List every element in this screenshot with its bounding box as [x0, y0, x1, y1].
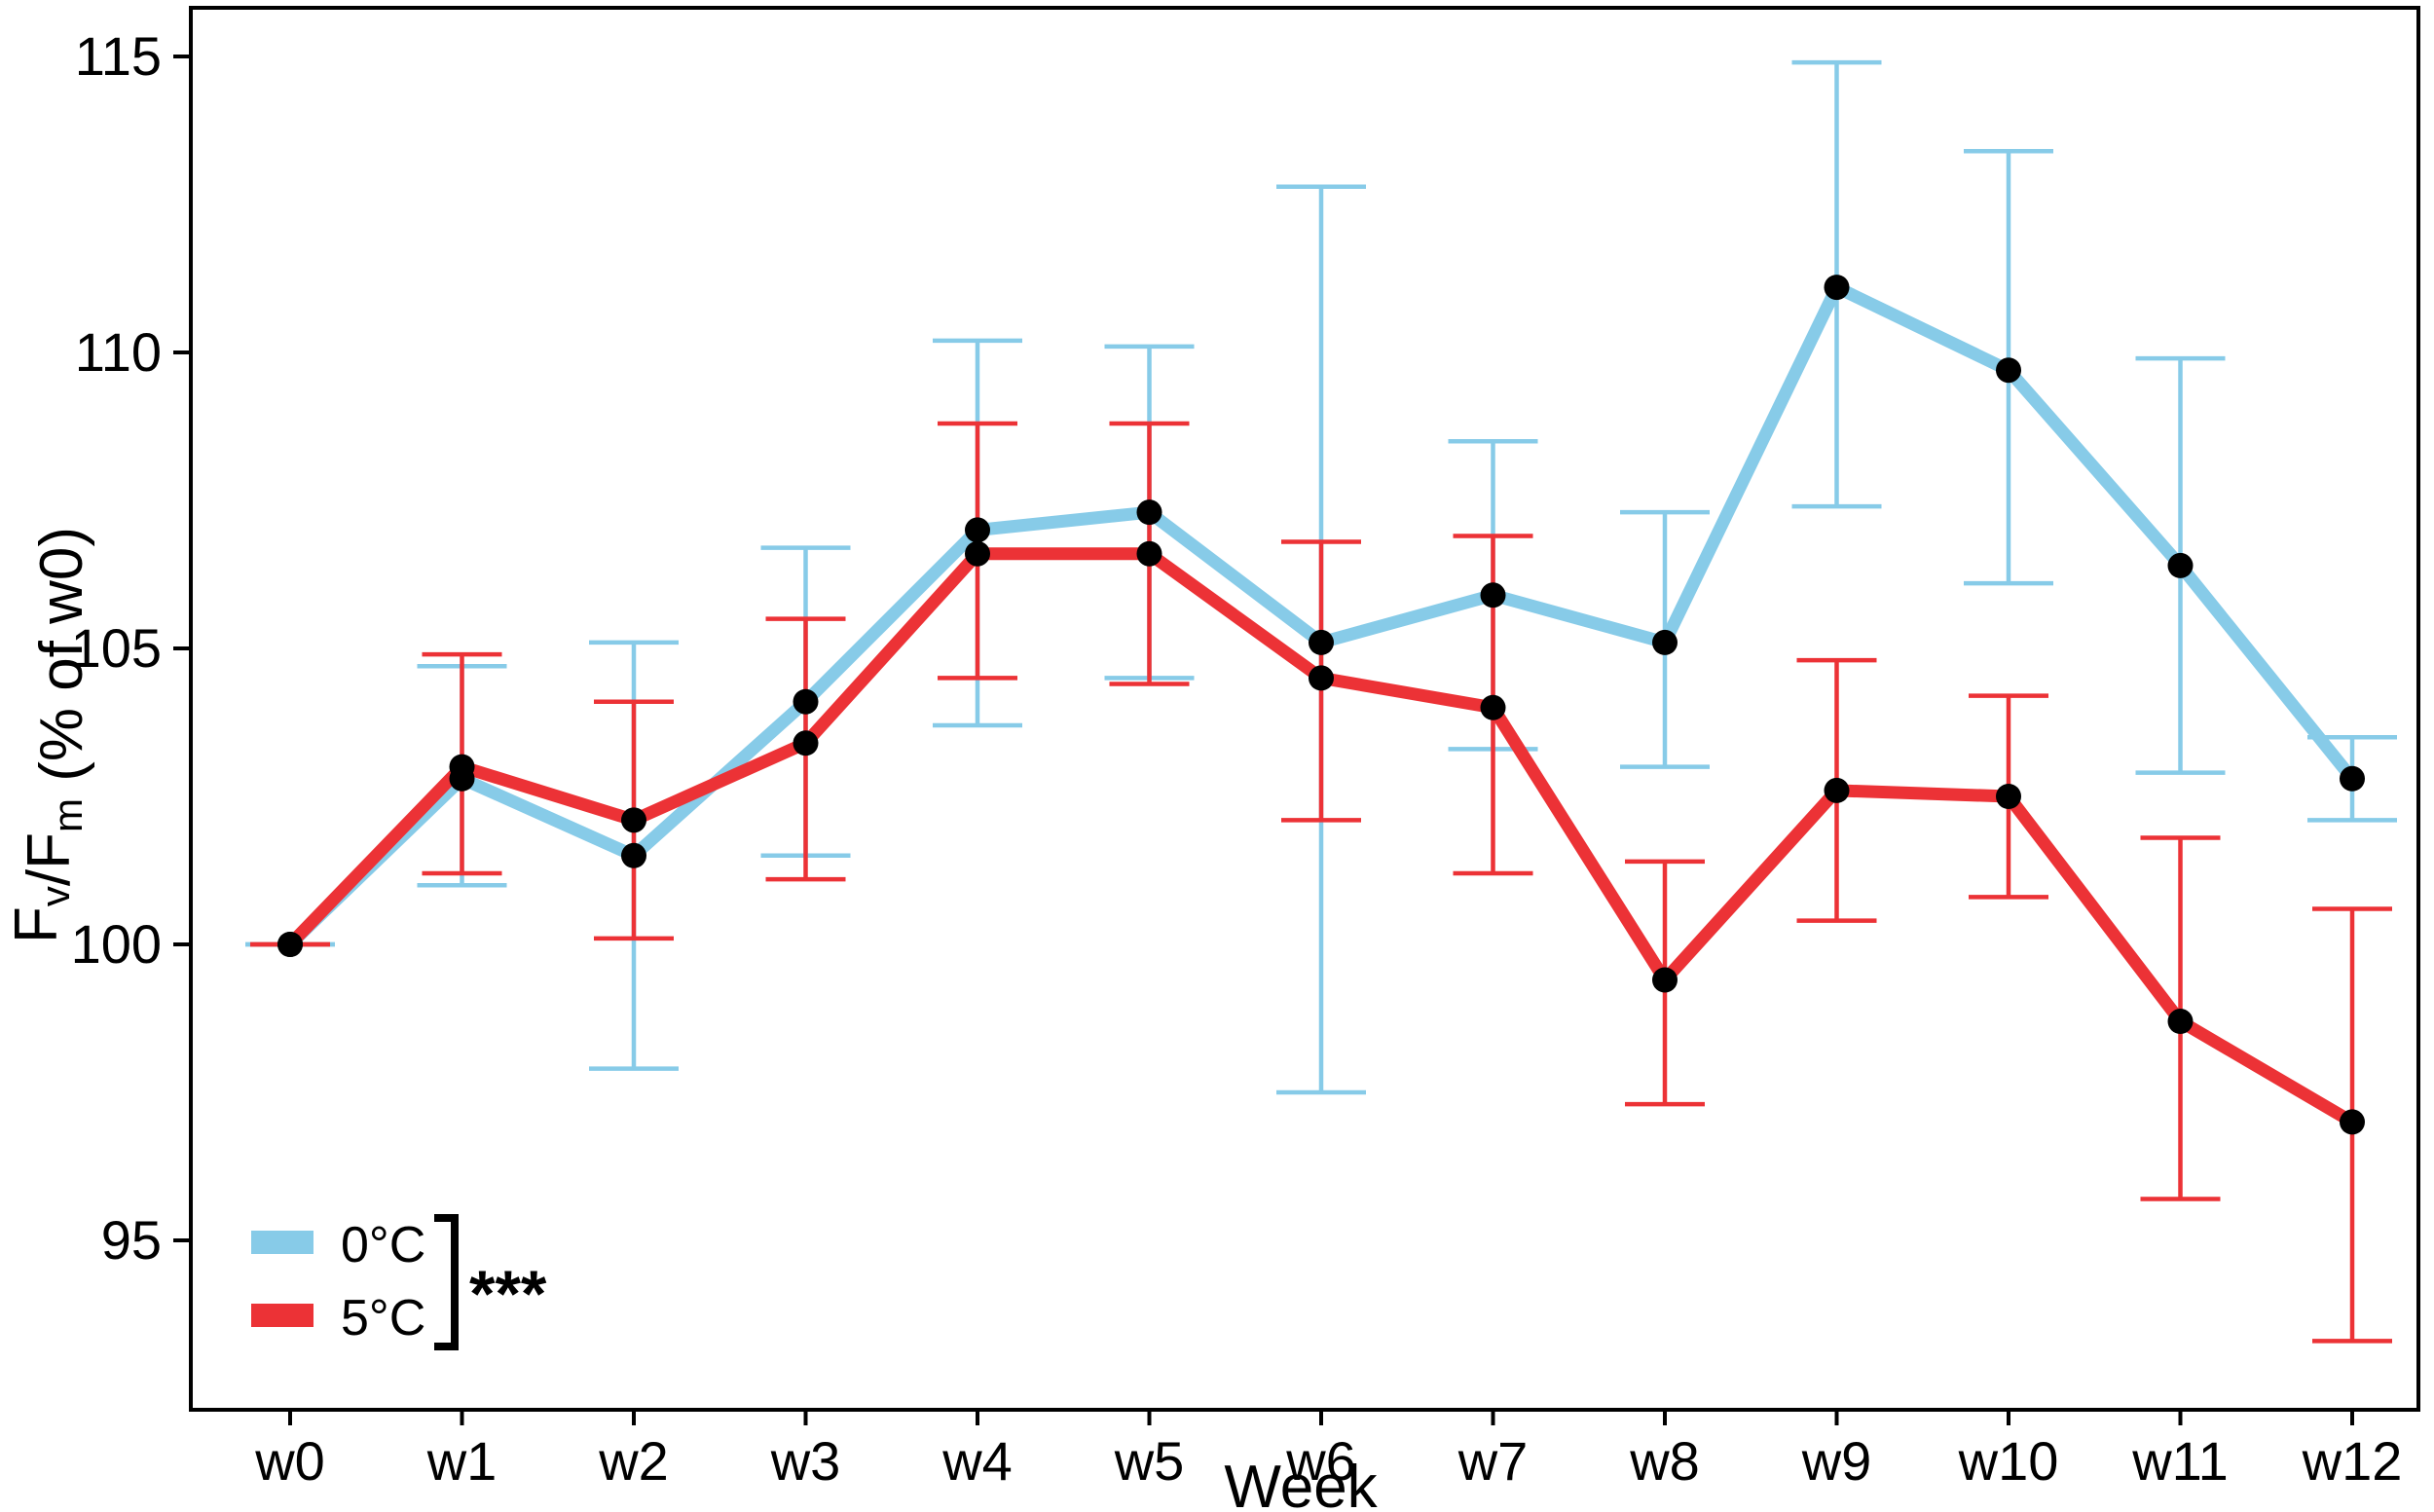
- data-point: [1136, 540, 1162, 567]
- data-point: [1309, 665, 1334, 691]
- y-axis-title: Fv/Fm (% of w0): [3, 527, 95, 943]
- y-tick-label: 105: [71, 617, 162, 679]
- legend-swatch-cold: [251, 1231, 313, 1254]
- data-point: [1480, 582, 1506, 608]
- data-point: [2340, 1109, 2365, 1135]
- y-tick-label: 95: [101, 1209, 162, 1271]
- data-point: [2340, 765, 2365, 792]
- x-tick-label: w4: [941, 1430, 1013, 1492]
- data-point: [621, 807, 646, 833]
- x-tick-label: w9: [1801, 1430, 1872, 1492]
- x-tick-label: w1: [426, 1430, 498, 1492]
- data-point: [1652, 629, 1678, 655]
- x-tick-label: w8: [1629, 1430, 1700, 1492]
- x-tick-label: w0: [254, 1430, 325, 1492]
- x-tick-label: w10: [1958, 1430, 2059, 1492]
- data-point: [793, 688, 819, 715]
- data-point: [793, 730, 819, 756]
- legend-label: 5°C: [341, 1290, 425, 1346]
- y-tick-label: 115: [75, 25, 162, 87]
- x-axis-title: Week: [1224, 1454, 1378, 1512]
- plot-border: [189, 6, 2420, 1412]
- data-point: [277, 932, 303, 957]
- data-point: [449, 754, 475, 780]
- y-tick-label: 110: [75, 321, 162, 383]
- legend-swatch-warm: [251, 1304, 313, 1327]
- data-point: [965, 540, 990, 567]
- data-point: [1480, 694, 1506, 720]
- x-tick-label: w12: [2302, 1430, 2403, 1492]
- data-point: [1996, 784, 2021, 809]
- x-tick-label: w5: [1114, 1430, 1185, 1492]
- x-tick-label: w6: [1285, 1430, 1356, 1492]
- x-tick-label: w3: [770, 1430, 841, 1492]
- x-tick-label: w2: [598, 1430, 669, 1492]
- significance-stars: ***: [469, 1257, 547, 1331]
- data-point: [1996, 357, 2021, 384]
- data-point: [1309, 629, 1334, 655]
- data-point: [1824, 275, 1850, 301]
- data-point: [2167, 1009, 2194, 1035]
- data-point: [1824, 777, 1850, 803]
- data-point: [1652, 967, 1678, 993]
- x-tick-label: w11: [2131, 1430, 2229, 1492]
- data-point: [1136, 499, 1162, 526]
- legend-bracket: [434, 1214, 459, 1350]
- x-tick-label: w7: [1457, 1430, 1529, 1492]
- data-point: [2167, 552, 2194, 578]
- data-point: [621, 842, 646, 868]
- legend-label: 0°C: [341, 1217, 425, 1273]
- data-point: [965, 517, 990, 543]
- y-tick-label: 100: [71, 913, 162, 975]
